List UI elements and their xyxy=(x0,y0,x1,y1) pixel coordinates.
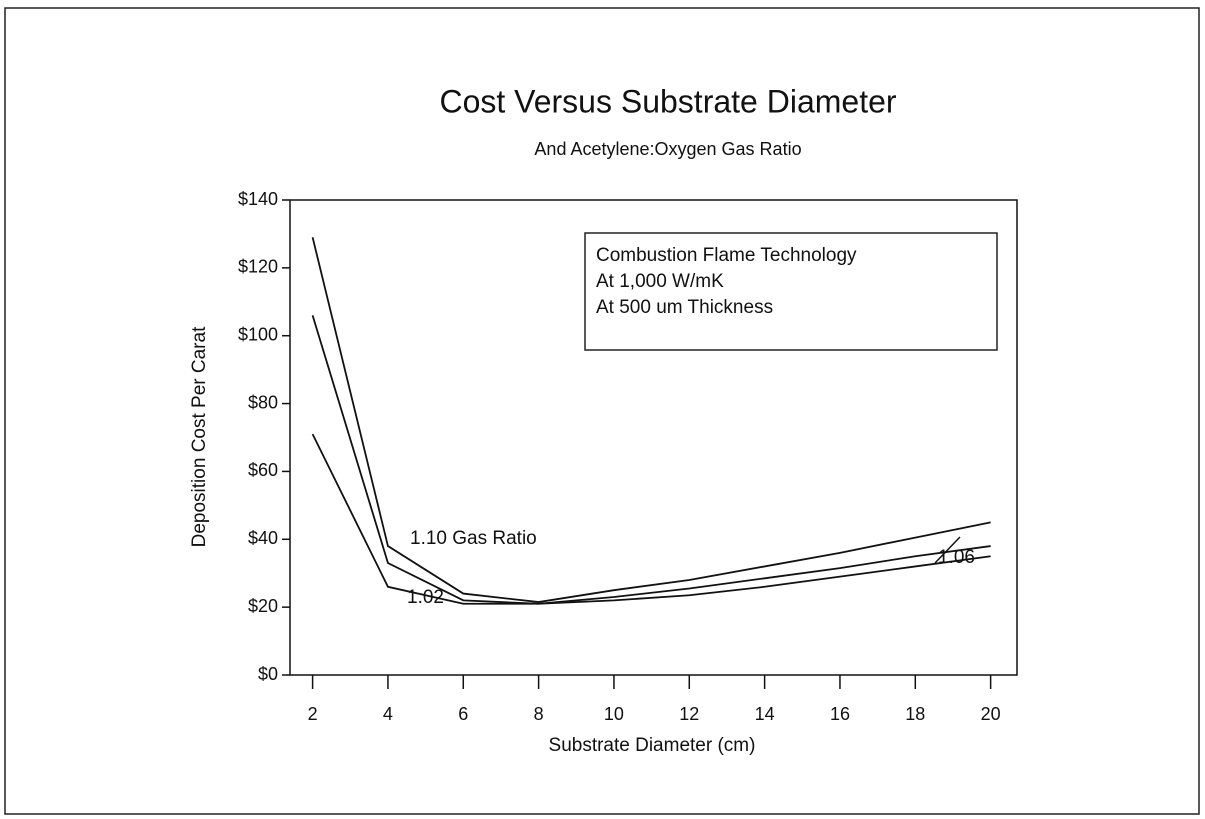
frame xyxy=(4,7,1200,815)
x-tick-label: 16 xyxy=(830,704,850,724)
x-tick-label: 14 xyxy=(755,704,775,724)
x-tick-label: 18 xyxy=(905,704,925,724)
annotation-box xyxy=(584,232,998,351)
y-tick-label: $80 xyxy=(248,392,278,412)
y-tick-label: $100 xyxy=(238,324,278,344)
chart-title: Cost Versus Substrate Diameter xyxy=(439,83,896,119)
y-axis-label: Deposition Cost Per Carat xyxy=(189,326,210,547)
y-tick-label: $40 xyxy=(248,528,278,548)
series-label: 1.10 Gas Ratio xyxy=(410,528,537,549)
y-tick-label: $120 xyxy=(238,257,278,277)
y-tick-label: $0 xyxy=(258,664,278,684)
annotation: Combustion Flame Technology xyxy=(596,245,857,266)
x-tick-label: 20 xyxy=(981,704,1001,724)
annotation: At 500 um Thickness xyxy=(596,297,773,318)
y-tick-label: $60 xyxy=(248,460,278,480)
series-label: 1.06 xyxy=(938,547,975,568)
x-tick-label: 6 xyxy=(458,704,468,724)
series-label: 1.02 xyxy=(407,587,444,608)
x-axis-label: Substrate Diameter (cm) xyxy=(549,735,756,756)
chart-subtitle: And Acetylene:Oxygen Gas Ratio xyxy=(534,139,801,159)
series-line xyxy=(311,433,991,605)
leader-line xyxy=(934,536,961,564)
annotation: At 1,000 W/mK xyxy=(596,271,724,292)
x-tick-label: 8 xyxy=(534,704,544,724)
x-tick-label: 12 xyxy=(679,704,699,724)
x-tick-label: 4 xyxy=(383,704,393,724)
x-tick-label: 2 xyxy=(308,704,318,724)
y-tick-label: $140 xyxy=(238,189,278,209)
plot-area xyxy=(289,199,1018,676)
x-tick-label: 10 xyxy=(604,704,624,724)
series-line xyxy=(311,315,991,605)
series-line xyxy=(311,237,991,603)
y-tick-label: $20 xyxy=(248,596,278,616)
